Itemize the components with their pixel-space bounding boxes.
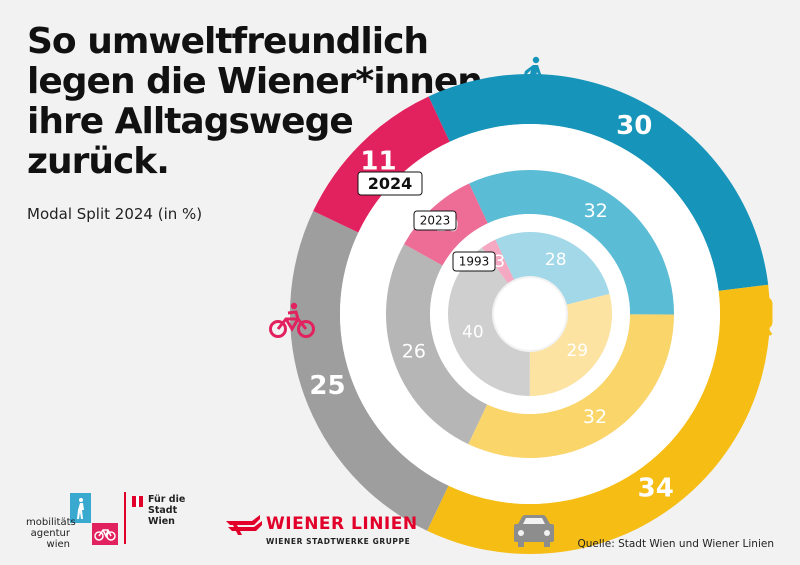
title-line: So umweltfreundlich [27, 21, 429, 62]
year-tag-1993: 1993 [452, 251, 496, 272]
ring-gap [430, 214, 630, 414]
year-tags: 2024 2023 1993 [357, 171, 496, 272]
wiener-linien-subtitle: WIENER STADTWERKE GRUPPE [266, 537, 411, 546]
wiener-linien-name: WIENER LINIEN [266, 514, 418, 534]
ring-segment-2024-bike [313, 96, 450, 233]
ring-gap [340, 124, 720, 504]
logo-text: mobilitäts agentur wien [26, 517, 76, 550]
page-title: So umweltfreundlich legen die Wiener*inn… [27, 22, 487, 182]
value-label-1993-walk: 28 [545, 250, 567, 270]
wiener-linien-logo: WIENER LINIEN WIENER STADTWERKE GRUPPE [226, 513, 417, 553]
ring-gap [340, 124, 720, 504]
year-tag-label: 2023 [420, 214, 451, 228]
logo-divider [124, 492, 126, 544]
year-tag-box [413, 210, 457, 231]
value-label-2023-public_transport: 32 [583, 406, 607, 428]
value-label-1993-bike: 3 [494, 252, 505, 272]
logo-text-line: mobilitäts [26, 517, 76, 528]
ring-segment-2023-public_transport [468, 314, 674, 458]
ring-segment-1993-walk [495, 232, 610, 305]
year-tag-2024: 2024 [357, 171, 423, 196]
logo-text-line: wien [46, 539, 70, 550]
ring-segment-2024-public_transport [427, 284, 770, 554]
ring-segment-2024-walk [428, 74, 769, 291]
logo-text-line: Für die [148, 494, 186, 505]
value-label-2024-public_transport: 34 [638, 473, 674, 503]
ring-segment-1993-public_transport [529, 293, 612, 396]
year-tag-label: 1993 [459, 255, 490, 269]
wien-flag-icon [132, 496, 143, 507]
chart-subtitle: Modal Split 2024 (in %) [27, 205, 203, 223]
logo-text-line: Stadt Wien [148, 505, 178, 527]
year-tag-2023: 2023 [413, 210, 457, 231]
car-icon [514, 515, 554, 547]
mobilitaetsagentur-logo: mobilitäts agentur wien [26, 493, 126, 553]
year-tag-box [357, 171, 423, 196]
bicycle-icon [269, 302, 315, 338]
title-line: ihre Alltagswege [27, 101, 354, 142]
title-line: zurück. [27, 141, 170, 182]
donut-hole [494, 278, 566, 350]
wiener-linien-mark-icon [226, 515, 262, 535]
logo-text-line: agentur [30, 528, 70, 539]
ring-segment-2023-car [386, 244, 488, 445]
value-label-2024-walk: 30 [616, 111, 652, 141]
year-tag-box [452, 251, 496, 272]
value-label-2024-bike: 11 [360, 146, 396, 176]
ring-segment-2024-car [290, 211, 449, 531]
logo-text: Für die Stadt Wien [148, 494, 204, 527]
title-line: legen die Wiener*innen [27, 61, 483, 102]
year-tag-label: 2024 [368, 174, 413, 193]
ring-segment-1993-bike [482, 239, 514, 284]
value-label-2024-car: 25 [309, 371, 345, 401]
pedestrian-icon [77, 498, 84, 519]
value-label-2023-car: 26 [402, 340, 426, 362]
stadt-wien-logo: Für die Stadt Wien [124, 492, 204, 544]
value-labels: 30342511323226102829403 [309, 111, 673, 503]
value-label-1993-car: 40 [462, 322, 484, 342]
source-note: Quelle: Stadt Wien und Wiener Linien [577, 538, 774, 550]
bicycle-icon [94, 529, 116, 541]
value-label-1993-public_transport: 29 [566, 341, 588, 361]
pedestrian-icon [523, 56, 546, 94]
ring-segment-2023-walk [469, 170, 675, 315]
ring-gap [430, 214, 630, 414]
tram-icon [743, 290, 773, 336]
ring-segment-1993-car [447, 247, 530, 396]
value-label-2023-walk: 32 [584, 200, 608, 222]
